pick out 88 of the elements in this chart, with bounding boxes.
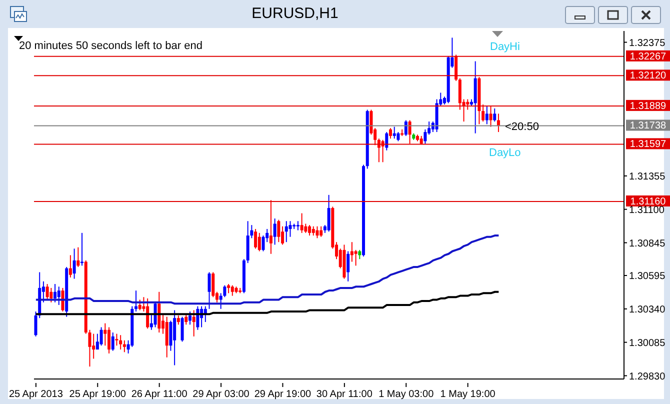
candlestick	[76, 246, 80, 268]
candlestick	[68, 254, 72, 278]
candlestick	[165, 316, 168, 358]
candlestick	[320, 226, 323, 238]
candlestick	[496, 113, 500, 133]
candlestick	[72, 248, 76, 280]
candlestick	[300, 212, 304, 234]
candlestick	[308, 224, 312, 236]
candlestick	[188, 311, 192, 326]
candlestick	[482, 104, 485, 122]
candlestick	[104, 322, 107, 346]
candlestick	[389, 128, 392, 140]
candlestick	[392, 126, 396, 140]
candlestick	[184, 314, 188, 326]
candlestick	[354, 249, 358, 266]
candlestick	[180, 316, 184, 342]
candlestick	[346, 250, 350, 282]
candlestick	[50, 287, 53, 303]
candlestick	[489, 105, 492, 128]
candlestick	[176, 314, 180, 326]
candlestick	[138, 299, 142, 311]
chart-title: EURUSD,H1	[250, 5, 340, 22]
x-tick-label: 25 Apr 19:00	[69, 389, 126, 400]
candlestick	[493, 108, 496, 122]
candlestick	[80, 232, 84, 266]
candlestick	[284, 220, 288, 243]
candlestick	[115, 333, 118, 346]
y-tick-label: 1.30085	[629, 338, 666, 349]
y-tick-label: 1.29830	[629, 371, 666, 382]
candlestick	[296, 220, 300, 231]
candlestick	[54, 284, 57, 303]
candlestick	[100, 326, 103, 346]
candlestick	[111, 332, 114, 352]
annotation: 20 minutes 50 seconds left to bar end	[19, 40, 202, 53]
candlestick	[230, 284, 234, 296]
candlestick	[212, 272, 215, 298]
y-tick-label: 1.31100	[629, 204, 665, 216]
candlestick	[277, 219, 280, 243]
candlestick	[208, 272, 211, 310]
candlestick	[108, 326, 111, 354]
candlestick	[485, 105, 488, 125]
candlestick	[424, 128, 427, 144]
candlestick	[404, 120, 408, 136]
ref-line-label: 1.32267	[630, 51, 667, 62]
candlestick	[92, 333, 96, 360]
candlestick	[454, 54, 458, 82]
candlestick	[269, 200, 272, 254]
candlestick	[254, 228, 258, 250]
candlestick	[273, 218, 276, 246]
ref-line-label: 1.32120	[630, 70, 667, 82]
y-tick-label: 1.30340	[629, 304, 666, 316]
candlestick	[327, 194, 330, 232]
candlestick	[34, 311, 38, 337]
ref-line-label: 1.31597	[630, 139, 667, 150]
x-tick-label: 26 Apr 11:00	[131, 389, 188, 400]
candlestick	[134, 290, 138, 312]
annotation: DayLo	[489, 147, 521, 160]
candlestick	[57, 286, 60, 306]
annotation: <20:50	[505, 121, 539, 134]
ref-line-label: 1.31889	[630, 100, 667, 112]
candlestick	[169, 320, 172, 352]
candlestick	[458, 78, 462, 110]
ref-line-label: 1.31160	[630, 196, 666, 208]
candlestick	[316, 226, 319, 239]
ref-line-label: 1.31738	[630, 120, 667, 132]
candlestick	[96, 333, 99, 350]
candlestick	[119, 334, 122, 350]
y-tick-label: 1.31355	[629, 171, 666, 182]
x-tick-label: 29 Apr 19:00	[254, 389, 312, 400]
candlestick	[312, 226, 315, 236]
candlestick	[192, 310, 196, 337]
x-tick-label: 1 May 03:00	[378, 389, 434, 400]
annotation: DayHi	[490, 41, 520, 54]
candlestick	[173, 310, 176, 366]
y-tick-label: 1.30595	[629, 271, 666, 282]
candlestick	[385, 132, 388, 151]
candlestick	[227, 284, 230, 294]
candlestick	[46, 284, 49, 300]
candlestick	[258, 232, 261, 252]
y-tick-label: 1.32375	[629, 38, 666, 49]
y-tick-label: 1.30845	[629, 238, 666, 250]
candlestick	[408, 120, 412, 144]
x-tick-label: 25 Apr 2013	[8, 389, 64, 400]
x-tick-label: 30 Apr 11:00	[316, 389, 373, 400]
x-tick-label: 29 Apr 03:00	[192, 389, 250, 400]
candlestick	[466, 98, 470, 110]
candlestick	[122, 340, 126, 353]
x-tick-label: 1 May 19:00	[440, 389, 496, 400]
